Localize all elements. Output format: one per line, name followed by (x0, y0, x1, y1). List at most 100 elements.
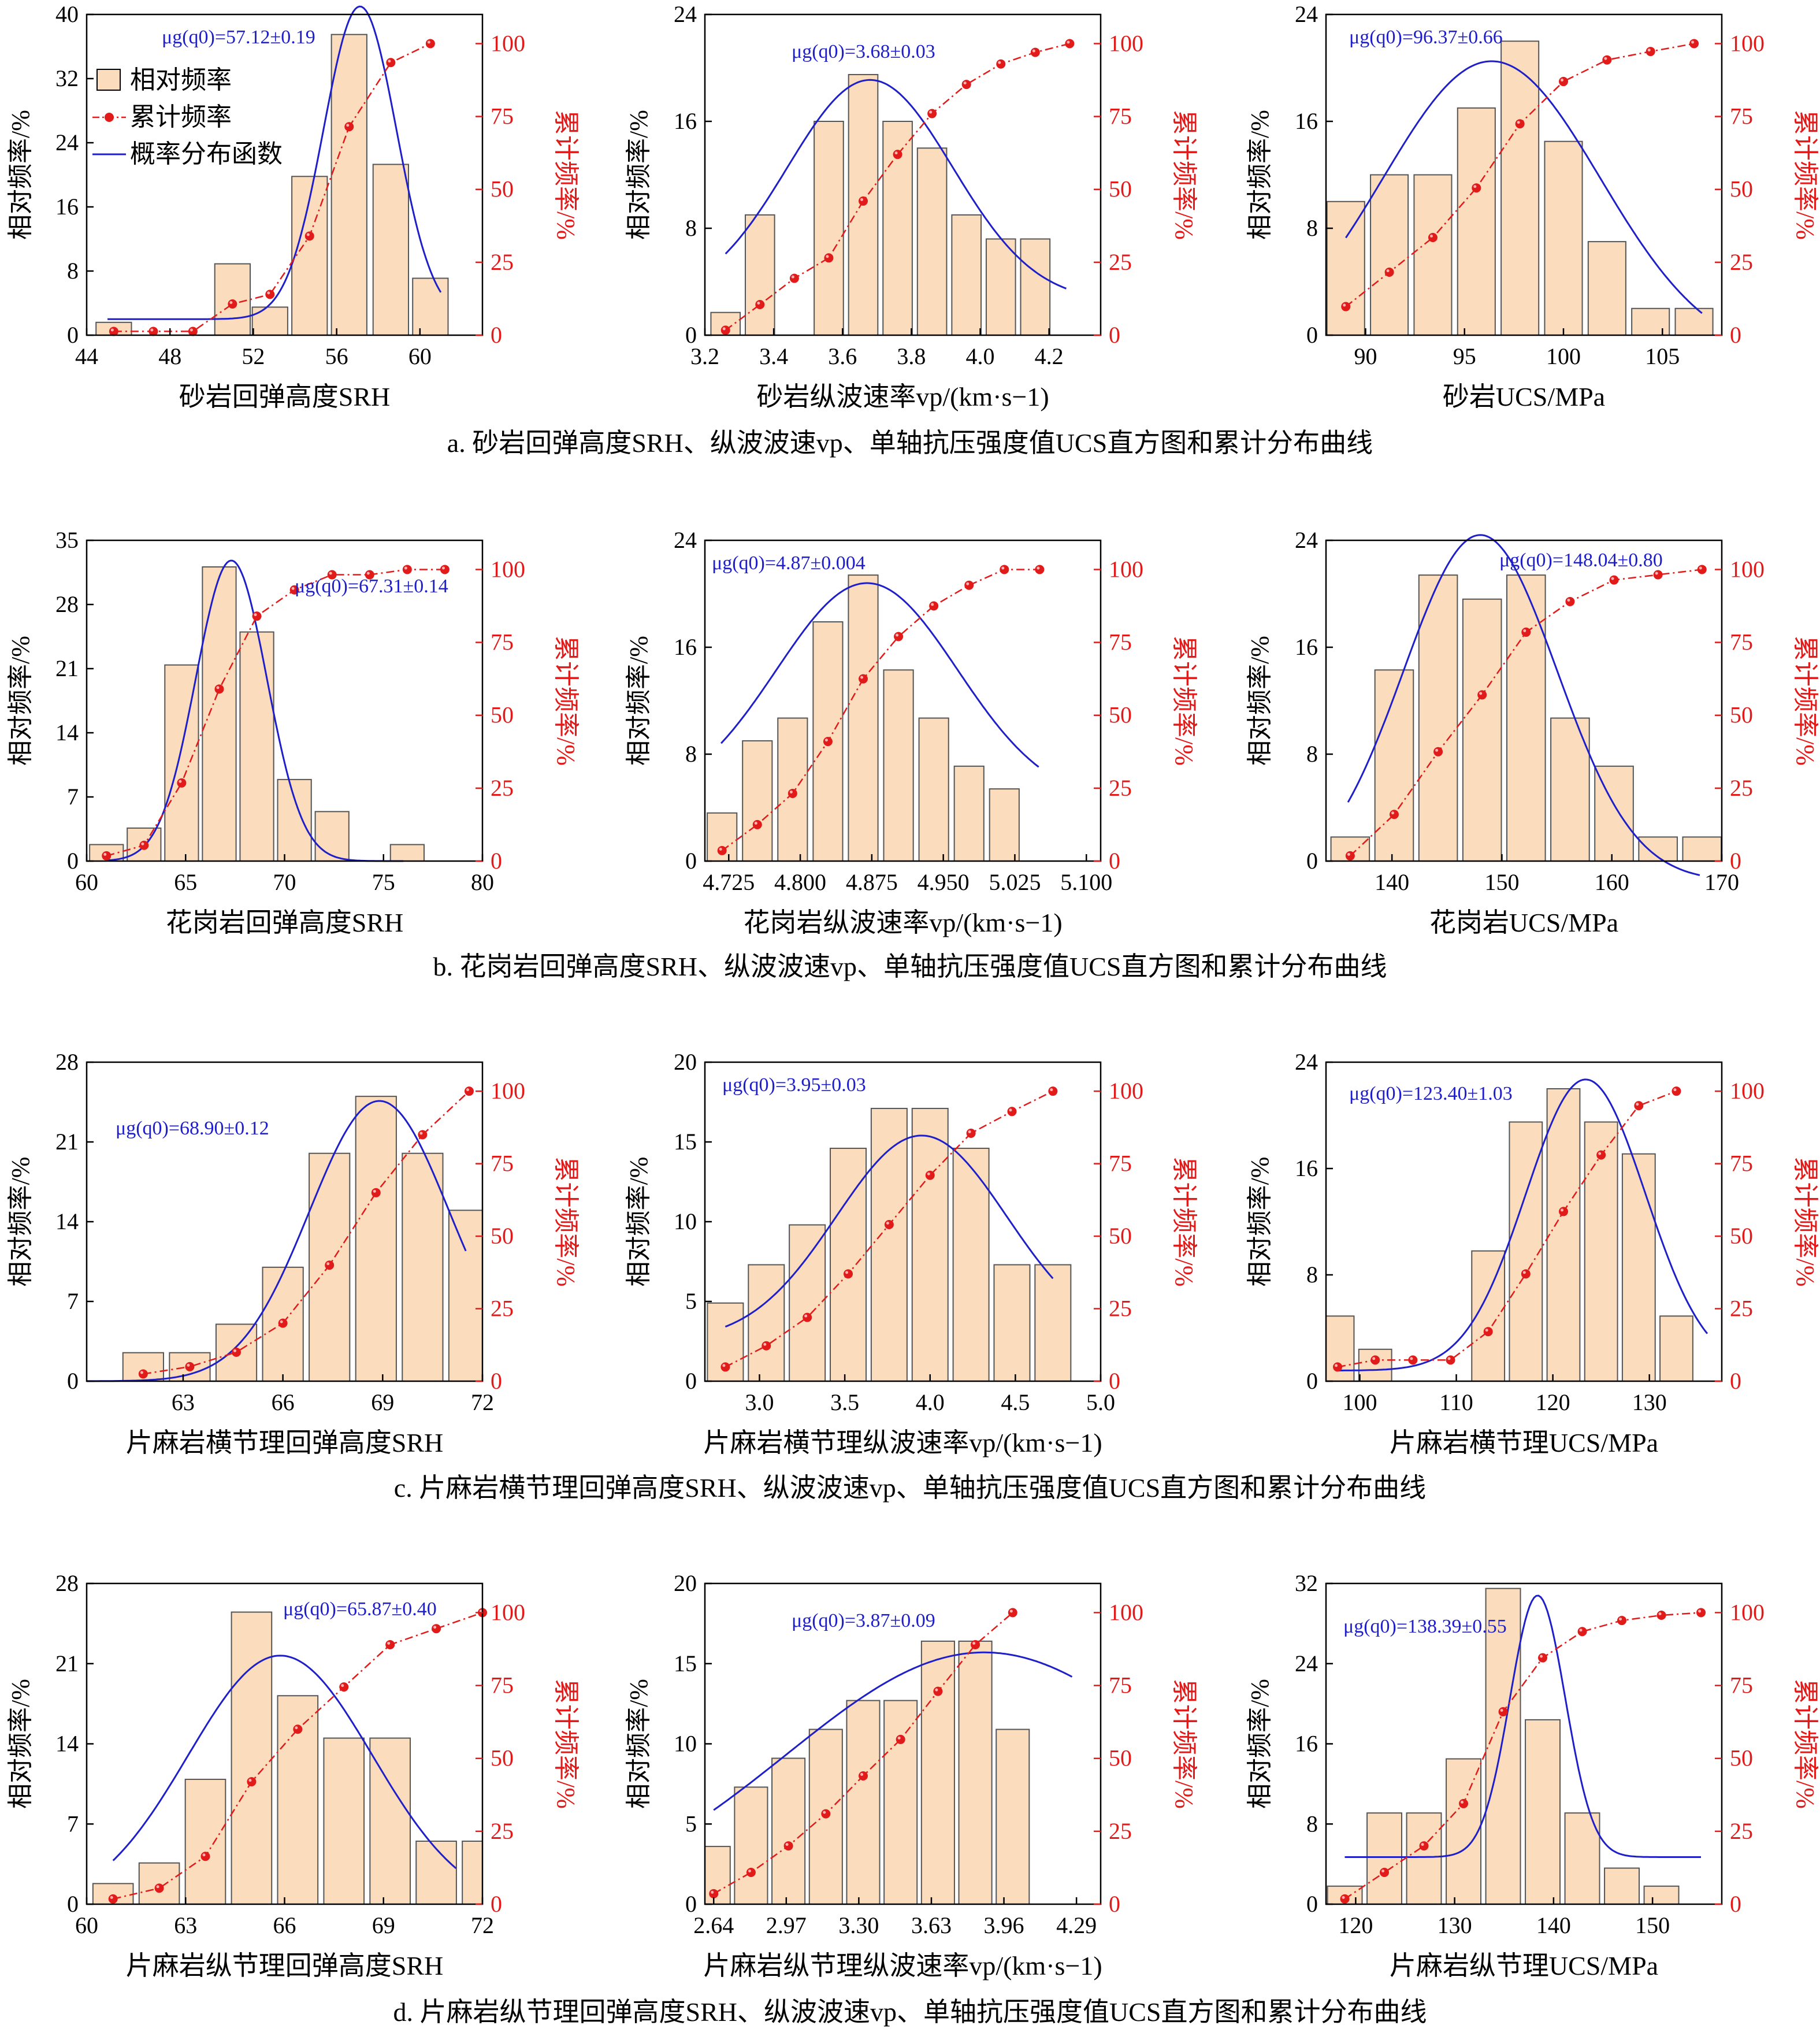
y-tick-label: 8 (685, 215, 697, 241)
y-tick-label: 28 (55, 591, 79, 617)
x-tick-label: 100 (1342, 1389, 1377, 1415)
x-tick-label: 170 (1704, 869, 1739, 895)
cdf-point-highlight (722, 1364, 726, 1367)
cdf-point-highlight (1032, 49, 1035, 53)
cdf-point (138, 1369, 148, 1379)
y-tick-label: 14 (55, 719, 79, 745)
histogram-bar (314, 811, 350, 862)
histogram-bar (953, 765, 985, 862)
y2-tick-label: 25 (1109, 249, 1132, 275)
cdf-point (762, 1341, 771, 1351)
y-axis-title: 相对频率/% (625, 1679, 653, 1809)
y2-tick-label: 25 (1730, 1296, 1753, 1322)
histogram-bar (1485, 1588, 1521, 1905)
histogram-bar (1020, 238, 1051, 336)
histogram-bar (1643, 1885, 1680, 1905)
y-tick-label: 10 (674, 1208, 697, 1234)
histogram-bar (952, 1148, 990, 1382)
x-tick-label: 105 (1645, 343, 1680, 369)
y-tick-label: 16 (55, 194, 79, 220)
cdf-point (844, 1269, 853, 1279)
cdf-point (752, 819, 762, 829)
legend-pdf-label: 概率分布函数 (130, 140, 283, 168)
y-tick-label: 24 (1295, 1650, 1318, 1676)
cdf-point (1433, 747, 1443, 756)
y2-tick-label: 25 (1730, 775, 1753, 801)
y2-tick-label: 50 (1730, 1745, 1753, 1771)
y-axis-title: 相对频率/% (625, 1157, 653, 1287)
histogram-bar (918, 717, 949, 862)
y-tick-label: 15 (674, 1129, 697, 1155)
histogram-bar (911, 1108, 949, 1382)
cdf-point-highlight (291, 587, 295, 590)
cdf-point-highlight (1561, 1208, 1563, 1212)
y-tick-label: 10 (674, 1731, 697, 1757)
cdf-point (200, 1852, 210, 1861)
cdf-point-highlight (791, 275, 794, 279)
row-caption: a. 砂岩回弹高度SRH、纵波波速vp、单轴抗压强度值UCS直方图和累计分布曲线 (447, 428, 1373, 458)
mu-annotation: μg(q0)=4.87±0.004 (712, 552, 866, 574)
cdf-point-highlight (1691, 40, 1695, 44)
cdf-point-highlight (329, 572, 332, 575)
cdf-point (1341, 302, 1351, 311)
chart-panel-5: 0 8 16 24 0 25 50 75 100 4.725 4.800 4.875 4.950 5.02… (625, 527, 1198, 937)
x-tick-label: 60 (75, 869, 98, 895)
cdf-point-highlight (150, 328, 154, 332)
histogram-bar (1621, 1153, 1656, 1382)
cdf-point-highlight (1009, 1108, 1012, 1112)
y-tick-label: 24 (1295, 1, 1318, 27)
cdf-point (896, 1734, 905, 1744)
cdf-point-highlight (1335, 1364, 1338, 1367)
x-tick-label: 5.0 (1086, 1389, 1115, 1415)
chart-panel-12: 0 8 16 24 32 0 25 50 75 100 120 130 140 150 相对频率/% 累计频率… (1246, 1570, 1819, 1980)
cdf-point (859, 1771, 868, 1781)
x-tick-label: 44 (75, 343, 98, 369)
y-tick-label: 32 (55, 65, 79, 91)
chart-panel-3: 0 8 16 24 0 25 50 75 100 90 95 100 105 相对频率/% 累计频率/% 砂岩… (1246, 1, 1819, 411)
y-tick-label: 8 (1306, 1262, 1318, 1288)
cdf-point (788, 788, 797, 798)
histogram-bar (1418, 574, 1458, 862)
cdf-point (859, 674, 868, 684)
x-tick-label: 100 (1546, 343, 1581, 369)
y-tick-label: 0 (67, 1891, 79, 1917)
pdf-curve (107, 5, 442, 320)
cdf-point-highlight (1347, 852, 1350, 856)
cdf-point (214, 684, 224, 694)
cdf-point-highlight (1067, 40, 1070, 44)
y2-tick-label: 75 (491, 1672, 514, 1698)
y-tick-label: 0 (685, 1891, 697, 1917)
y-tick-label: 7 (67, 784, 79, 810)
y2-tick-label: 25 (1109, 775, 1132, 801)
y-axis-title: 相对频率/% (6, 1157, 35, 1287)
cdf-point (265, 290, 275, 299)
cdf-point (402, 565, 412, 574)
y2-axis-title: 累计频率/% (1170, 110, 1198, 240)
x-axis-title: 片麻岩纵节理纵波速率vp/(km·s−1) (703, 1951, 1102, 1980)
y-tick-label: 28 (55, 1049, 79, 1075)
x-tick-label: 3.63 (911, 1912, 952, 1938)
y2-tick-label: 75 (491, 629, 514, 655)
cdf-point-highlight (1429, 234, 1433, 238)
histogram-bar (870, 1108, 908, 1382)
cdf-point-highlight (295, 1726, 298, 1730)
cdf-point (278, 1318, 288, 1328)
cdf-point (418, 1130, 428, 1140)
cdf-point-highlight (141, 842, 144, 845)
y2-tick-label: 0 (1730, 1368, 1741, 1394)
cdf-point (108, 1894, 118, 1904)
x-tick-label: 5.025 (989, 869, 1041, 895)
cdf-point (1333, 1362, 1343, 1372)
x-axis-title: 砂岩纵波速率vp/(km·s−1) (756, 382, 1049, 411)
y-tick-label: 16 (674, 634, 697, 660)
cdf-point (1672, 1086, 1681, 1096)
y-axis-title: 相对频率/% (1246, 110, 1274, 240)
y-axis-title: 相对频率/% (1246, 1157, 1274, 1287)
y2-tick-label: 25 (491, 1296, 514, 1322)
plot-frame (704, 539, 1102, 862)
y2-tick-label: 100 (1109, 1078, 1143, 1104)
y2-tick-label: 50 (1109, 1745, 1132, 1771)
cdf-point-highlight (373, 1189, 376, 1193)
cdf-point (464, 1086, 474, 1096)
y-tick-label: 8 (67, 258, 79, 284)
